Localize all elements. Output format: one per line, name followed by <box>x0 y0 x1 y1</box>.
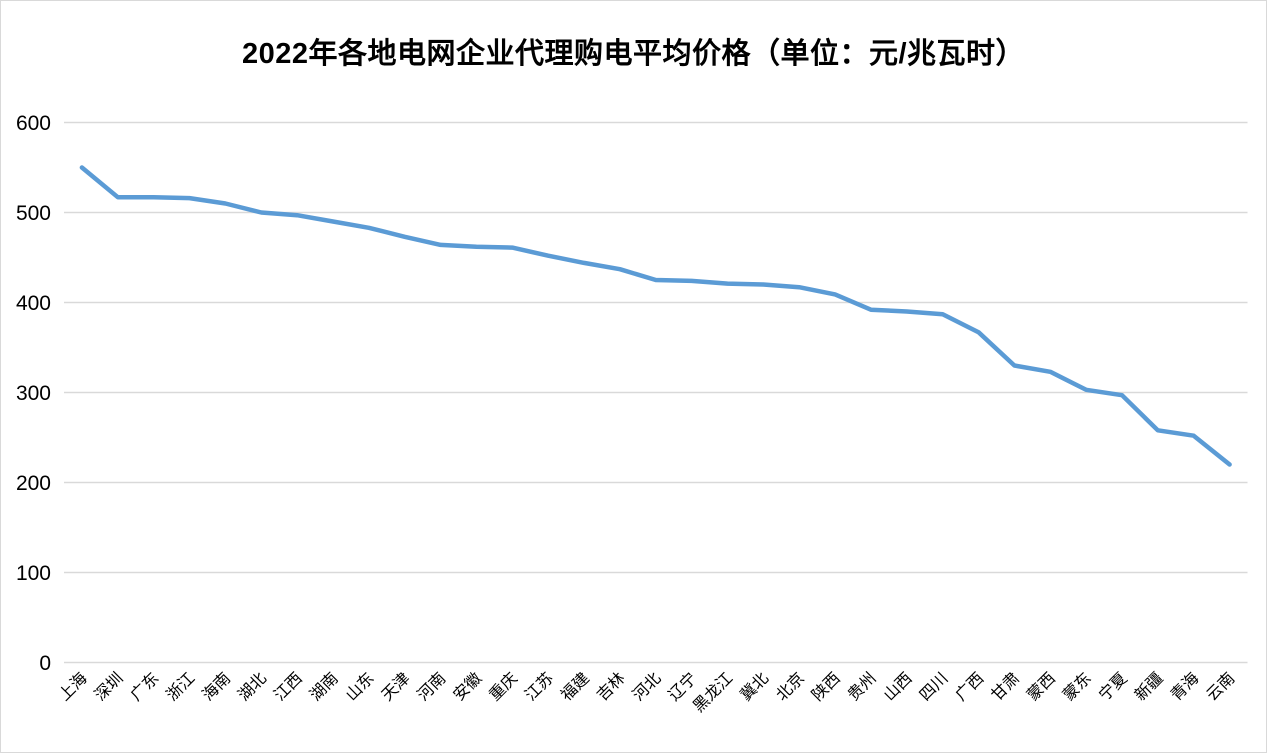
x-axis-category-label: 江西 <box>271 669 306 704</box>
y-axis-tick-label: 600 <box>16 112 51 135</box>
x-axis-category-label: 云南 <box>1203 669 1238 704</box>
x-axis-category-label: 福建 <box>557 669 592 704</box>
y-axis-tick-label: 400 <box>16 292 51 315</box>
x-axis-category-label: 广东 <box>127 669 162 704</box>
x-axis-category-label: 甘肃 <box>988 669 1023 704</box>
x-axis-category-label: 深圳 <box>91 669 126 704</box>
x-axis-category-label: 江苏 <box>522 669 557 704</box>
x-axis-category-label: 青海 <box>1167 669 1202 704</box>
y-axis-tick-label: 200 <box>16 472 51 495</box>
y-axis-tick-label: 0 <box>39 652 51 675</box>
x-axis-category-label: 四川 <box>917 670 952 705</box>
chart-title: 2022年各地电网企业代理购电平均价格（单位：元/兆瓦时） <box>241 38 1026 70</box>
y-axis-tick-label: 100 <box>16 562 51 585</box>
x-axis-category-label: 宁夏 <box>1095 669 1130 704</box>
x-axis-category-label: 吉林 <box>593 669 628 704</box>
x-axis-category-label: 河北 <box>629 669 664 704</box>
x-axis-category-label: 重庆 <box>486 669 521 704</box>
x-axis-category-label: 新疆 <box>1131 669 1166 704</box>
x-axis-category-label: 湖南 <box>306 669 341 704</box>
x-axis-category-label: 河南 <box>414 669 449 704</box>
x-axis-category-label: 黑龙江 <box>690 669 737 716</box>
x-axis-category-label: 贵州 <box>844 669 879 704</box>
x-axis-category-label: 浙江 <box>163 669 198 704</box>
x-axis-category-label: 海南 <box>199 669 234 704</box>
price-line-series <box>79 165 1232 467</box>
y-axis-tick-label: 500 <box>16 202 51 225</box>
x-axis-category-label: 上海 <box>55 669 90 704</box>
x-axis-category-label: 陕西 <box>809 669 844 704</box>
x-axis-category-label: 天津 <box>378 669 413 704</box>
x-axis-category-label: 山西 <box>880 669 915 704</box>
x-axis-category-label: 冀北 <box>737 669 772 704</box>
x-axis-category-label: 北京 <box>773 669 808 704</box>
x-axis-category-label: 山东 <box>342 669 377 704</box>
y-axis-tick-label: 300 <box>16 382 51 405</box>
x-axis-category-label: 安徽 <box>450 669 485 704</box>
x-axis-category-label: 蒙西 <box>1024 669 1059 704</box>
x-axis-category-label: 蒙东 <box>1060 669 1095 704</box>
x-axis-category-label: 广西 <box>952 669 987 704</box>
x-axis-category-label: 湖北 <box>235 669 270 704</box>
